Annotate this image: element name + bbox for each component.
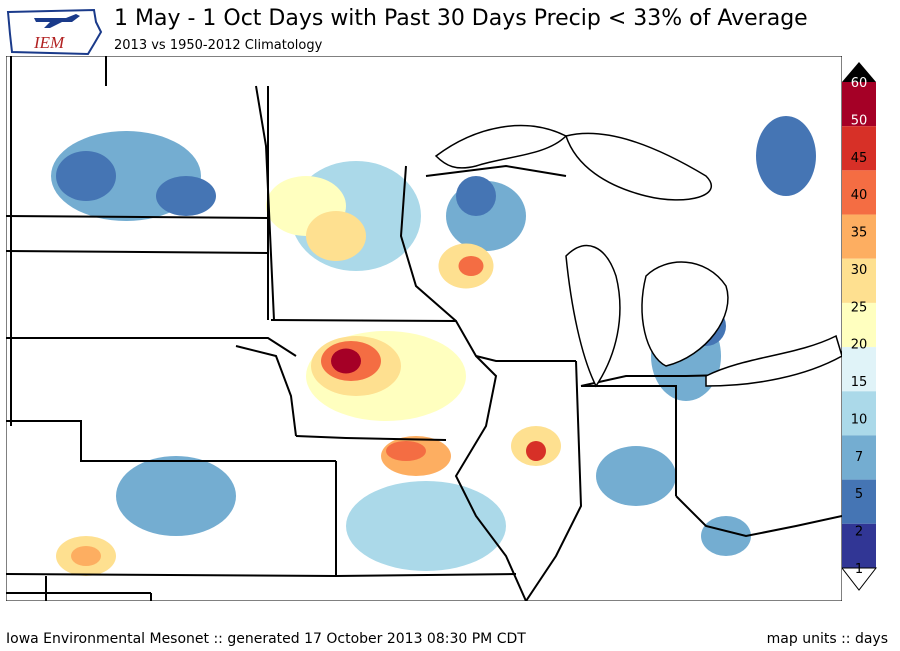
legend-color-block — [842, 479, 876, 524]
data-cell — [458, 256, 484, 276]
data-cell — [306, 211, 366, 261]
data-cell — [456, 176, 496, 216]
legend-tick-label: 7 — [855, 450, 863, 465]
data-cell — [156, 176, 216, 216]
legend-tick-label: 30 — [851, 263, 868, 278]
legend-tick-label: 10 — [851, 412, 868, 427]
legend-bottom-triangle — [842, 567, 878, 591]
great-lakes — [434, 124, 842, 388]
legend-color-block — [842, 214, 876, 259]
logo-text: IEM — [33, 33, 65, 52]
map-title: 1 May - 1 Oct Days with Past 30 Days Pre… — [114, 6, 808, 31]
data-cell — [596, 446, 676, 506]
data-cell — [346, 481, 506, 571]
data-cell — [116, 456, 236, 536]
map-subtitle: 2013 vs 1950-2012 Climatology — [114, 38, 323, 53]
precip-map — [6, 56, 842, 601]
legend-tick-label: 35 — [851, 226, 868, 241]
iem-logo: IEM — [6, 8, 103, 56]
legend-tick-label: 2 — [855, 525, 863, 540]
legend-color-block — [842, 391, 876, 436]
data-cell — [331, 348, 361, 374]
data-cell — [71, 546, 101, 566]
data-cell — [56, 151, 116, 201]
legend-tick-label: 25 — [851, 300, 868, 315]
legend-tick-label: 20 — [851, 338, 868, 353]
footer-credit: Iowa Environmental Mesonet :: generated … — [6, 631, 526, 647]
legend-color-block — [842, 258, 876, 303]
legend-color-block — [842, 523, 876, 568]
legend-tick-label: 40 — [851, 188, 868, 203]
plane-icon — [34, 14, 80, 28]
data-cell — [701, 516, 751, 556]
legend-color-block — [842, 82, 876, 127]
color-legend: 60 50 45 40 35 30 25 20 15 10 7 5 2 1 — [842, 62, 878, 591]
legend-top-triangle — [842, 62, 876, 82]
footer-units: map units :: days — [766, 631, 888, 647]
legend-color-block — [842, 347, 876, 392]
data-cell — [756, 116, 816, 196]
legend-tick-label: 1 — [855, 562, 863, 577]
legend-tick-label: 50 — [851, 113, 868, 128]
legend-tick-label: 15 — [851, 375, 868, 390]
legend-tick-label: 60 — [851, 76, 868, 91]
legend-color-block — [842, 170, 876, 215]
legend-color-block — [842, 435, 876, 480]
data-cell — [526, 441, 546, 461]
legend-color-block — [842, 302, 876, 348]
legend-tick-label: 45 — [851, 151, 868, 166]
legend-color-block — [842, 126, 876, 171]
data-field — [51, 116, 816, 576]
data-cell — [386, 441, 426, 461]
legend-tick-label: 5 — [855, 487, 863, 502]
state-borders — [6, 56, 842, 601]
